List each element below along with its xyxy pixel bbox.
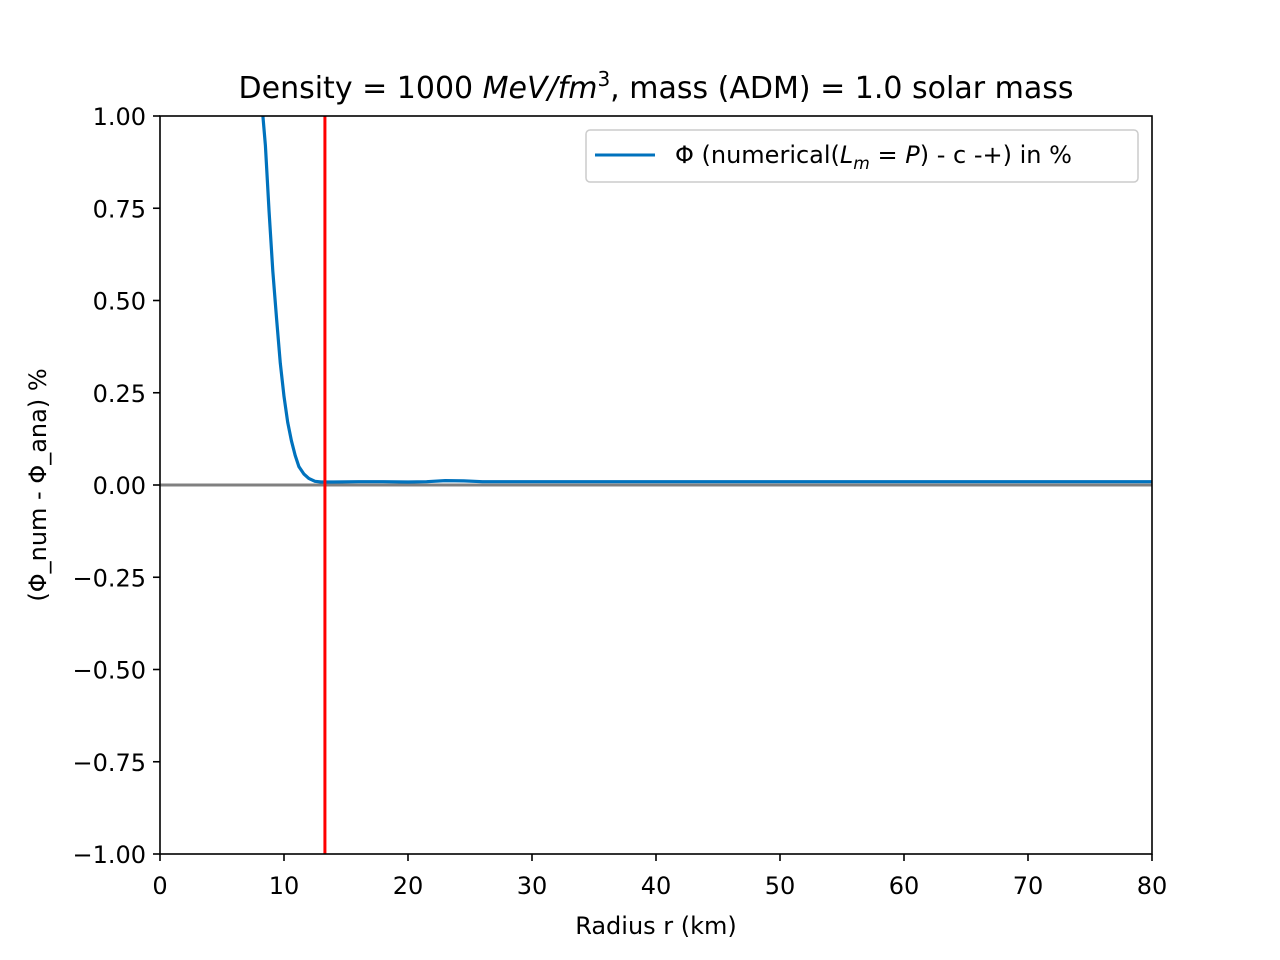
chart-title: Density = 1000 MeV/fm3, mass (ADM) = 1.0… xyxy=(239,67,1074,106)
y-tick-label: −0.75 xyxy=(72,749,146,777)
y-tick-label: −0.50 xyxy=(72,657,146,685)
y-tick-label: 1.00 xyxy=(93,103,146,131)
x-tick-label: 50 xyxy=(765,872,796,900)
x-tick-label: 70 xyxy=(1013,872,1044,900)
x-tick-label: 20 xyxy=(393,872,424,900)
x-axis-label: Radius r (km) xyxy=(575,912,737,940)
series-line-0 xyxy=(261,116,1152,484)
x-tick-label: 10 xyxy=(269,872,300,900)
y-axis-label: (Φ_num - Φ_ana) % xyxy=(24,368,52,601)
plot-area: 0 10 20 30 40 50 60 70 80 1.00 0.75 0.50 0.25 0.00 −0.… xyxy=(72,103,1167,900)
x-tick-label: 30 xyxy=(517,872,548,900)
legend-frame xyxy=(585,129,1139,183)
y-tick-label: 0.00 xyxy=(93,472,146,500)
y-tick-label: 0.75 xyxy=(93,195,146,223)
legend-label: Φ (numerical(Lm = P) - c -+) in % xyxy=(675,141,1072,174)
y-tick-label: 0.50 xyxy=(93,288,146,316)
legend: Φ (numerical(Lm = P) - c -+) in % xyxy=(585,129,1139,183)
x-tick-label: 60 xyxy=(889,872,920,900)
y-tick-label: −1.00 xyxy=(72,841,146,869)
x-tick-label: 0 xyxy=(152,872,167,900)
x-tick-label: 40 xyxy=(641,872,672,900)
y-tick-label: −0.25 xyxy=(72,564,146,592)
x-tick-label: 80 xyxy=(1137,872,1168,900)
y-tick-label: 0.25 xyxy=(93,380,146,408)
